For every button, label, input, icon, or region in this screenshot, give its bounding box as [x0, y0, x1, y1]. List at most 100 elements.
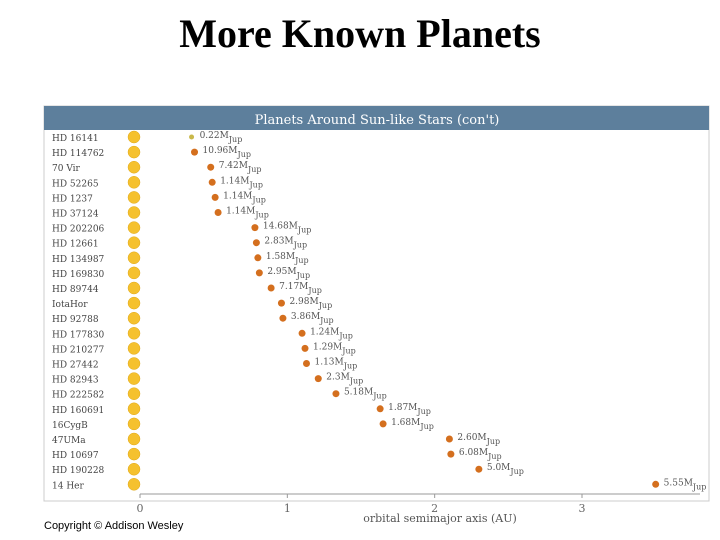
planet-row: HD 210277 1.29MJup — [52, 342, 356, 355]
planet-point — [302, 360, 310, 367]
star-name-label: HD 52265 — [52, 179, 99, 189]
star-name-label: HD 114762 — [52, 149, 104, 159]
planet-mass-label: 1.13MJup — [314, 358, 357, 371]
planet-row: HD 12661 2.83MJup — [52, 236, 307, 250]
star-icon — [127, 281, 141, 295]
planet-point — [332, 390, 340, 398]
planet-point — [207, 163, 215, 171]
planet-point — [251, 224, 259, 232]
planet-row: HD 169830 2.95MJup — [52, 266, 310, 280]
star-name-label: HD 1237 — [52, 194, 93, 204]
planet-point — [255, 269, 263, 277]
planet-mass-label: 7.42MJup — [219, 161, 262, 174]
planet-mass-label: 0.22MJup — [200, 131, 243, 144]
planet-point — [211, 193, 219, 201]
star-icon — [127, 206, 141, 219]
planet-point — [376, 405, 384, 413]
star-name-label: HD 16141 — [52, 134, 99, 144]
star-icon — [127, 311, 141, 325]
star-icon — [127, 462, 141, 476]
planet-row: HD 16141 0.22MJup — [52, 130, 243, 144]
copyright-note: Copyright © Addison Wesley — [44, 520, 184, 532]
star-icon — [127, 130, 141, 144]
star-icon — [127, 251, 141, 265]
planet-mass-label: 1.14MJup — [226, 207, 269, 220]
planet-row: 70 Vir 7.42MJup — [52, 160, 262, 174]
planet-row: HD 10697 6.08MJup — [52, 447, 502, 461]
planet-row: HD 82943 2.3MJup — [52, 372, 363, 386]
planet-row: HD 92788 3.86MJup — [52, 311, 334, 325]
star-name-label: HD 202206 — [52, 225, 105, 235]
planet-point — [191, 148, 199, 156]
planet-row: HD 1237 1.14MJup — [52, 191, 266, 204]
planet-point — [252, 239, 260, 247]
star-name-label: HD 169830 — [52, 270, 105, 280]
star-name-label: HD 10697 — [52, 451, 99, 461]
planet-row: HD 202206 14.68MJup — [52, 221, 311, 235]
chart-header-bar — [44, 106, 709, 130]
planet-mass-label: 5.55MJup — [664, 478, 707, 491]
planet-mass-label: 14.68MJup — [263, 222, 311, 235]
planet-mass-label: 2.95MJup — [267, 267, 310, 280]
star-name-label: HD 89744 — [52, 285, 99, 295]
planet-row: IotaHor 2.98MJup — [52, 296, 332, 310]
x-tick-label: 0 — [137, 502, 144, 515]
planet-point — [447, 450, 455, 458]
x-tick-label: 3 — [579, 502, 586, 515]
planet-row: 47UMa 2.60MJup — [52, 432, 500, 446]
star-icon — [127, 296, 141, 310]
planet-row: HD 114762 10.96MJup — [52, 145, 251, 159]
star-icon — [127, 221, 141, 234]
planet-mass-label: 1.14MJup — [220, 176, 263, 189]
planet-mass-label: 2.60MJup — [457, 433, 500, 446]
planet-row: HD 52265 1.14MJup — [52, 176, 263, 189]
star-icon — [127, 342, 141, 355]
planet-point — [301, 344, 309, 352]
planet-mass-label: 1.29MJup — [313, 342, 356, 355]
planet-point — [314, 375, 322, 383]
planet-row: HD 222582 5.18MJup — [52, 387, 387, 401]
planet-mass-label: 1.58MJup — [266, 252, 309, 265]
star-icon — [127, 387, 141, 400]
planet-row: HD 160691 1.87MJup — [52, 402, 431, 416]
star-icon — [127, 236, 141, 249]
star-name-label: HD 27442 — [52, 361, 99, 371]
planet-row: HD 134987 1.58MJup — [52, 251, 309, 265]
star-name-label: HD 222582 — [52, 391, 104, 401]
planet-row: HD 177830 1.24MJup — [52, 327, 353, 340]
planet-point — [445, 435, 453, 443]
planet-row: 14 Her 5.55MJup — [52, 478, 706, 491]
star-icon — [127, 447, 141, 461]
planet-mass-label: 1.87MJup — [388, 403, 431, 416]
x-axis-label: orbital semimajor axis (AU) — [363, 512, 517, 525]
planet-row: 16CygB 1.68MJup — [52, 417, 434, 431]
planet-row: HD 89744 7.17MJup — [52, 281, 322, 295]
chart-title: Planets Around Sun-like Stars (con't) — [255, 113, 500, 128]
planet-mass-label: 6.08MJup — [459, 448, 502, 461]
planet-point — [379, 420, 387, 428]
planet-point — [475, 465, 483, 473]
chart-panel-border — [43, 105, 710, 502]
planet-point — [189, 134, 195, 140]
star-name-label: 16CygB — [52, 421, 88, 431]
star-name-label: 14 Her — [52, 481, 84, 491]
star-name-label: HD 177830 — [52, 330, 105, 340]
star-icon — [127, 357, 141, 370]
planet-point — [277, 299, 285, 307]
x-tick-label: 1 — [284, 502, 291, 515]
planet-mass-label: 5.0MJup — [487, 463, 524, 476]
planet-point — [254, 254, 262, 262]
star-icon — [127, 145, 141, 159]
planet-row: HD 190228 5.0MJup — [52, 462, 524, 476]
planet-mass-label: 1.14MJup — [223, 191, 266, 204]
star-icon — [127, 417, 141, 431]
planet-mass-label: 3.86MJup — [291, 312, 334, 325]
planet-point — [208, 178, 216, 186]
planet-mass-label: 1.24MJup — [310, 327, 353, 340]
star-icon — [127, 176, 141, 189]
star-name-label: HD 82943 — [52, 376, 99, 386]
star-name-label: 47UMa — [52, 436, 86, 446]
star-icon — [127, 191, 141, 204]
